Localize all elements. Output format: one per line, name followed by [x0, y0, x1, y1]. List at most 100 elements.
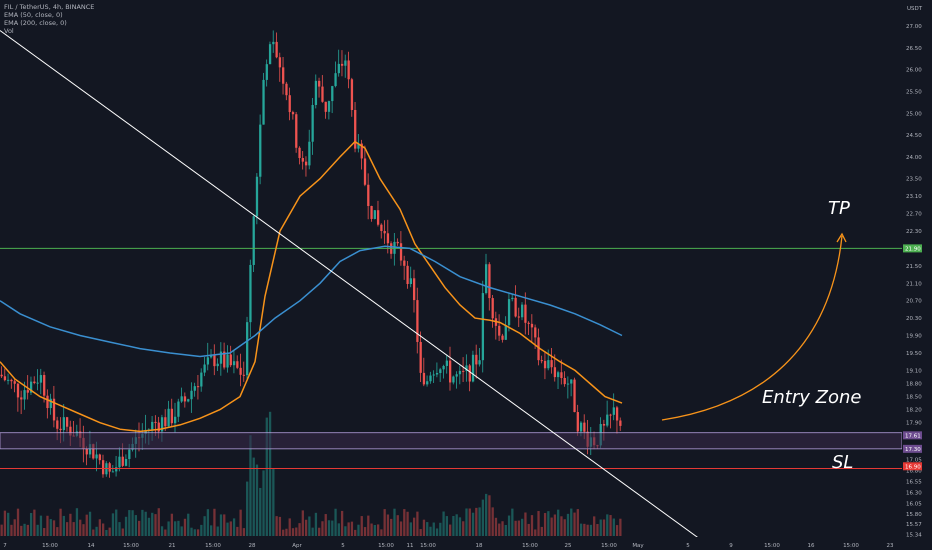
volume-bar: [167, 521, 170, 536]
candle-body: [419, 341, 422, 373]
volume-bar: [92, 529, 95, 536]
volume-bar: [301, 510, 304, 536]
volume-bar: [36, 524, 39, 536]
candle-body: [0, 374, 3, 377]
price-tick-label: 18.50: [906, 395, 922, 401]
candle-body: [115, 467, 118, 472]
ema50-line: [0, 140, 623, 433]
volume-bar: [563, 519, 566, 536]
candle-body: [164, 417, 167, 427]
volume-bar: [527, 523, 530, 536]
volume-bar: [190, 527, 193, 536]
volume-bar: [550, 517, 553, 536]
candle-body: [26, 390, 29, 393]
volume-bar: [79, 519, 82, 536]
candle-body: [98, 454, 102, 461]
time-tick-label: 15:00: [420, 543, 436, 549]
volume-bar: [69, 513, 72, 536]
volume-bar: [295, 527, 298, 536]
volume-bar: [223, 514, 226, 536]
time-tick-label: 15:00: [601, 543, 617, 549]
volume-bar: [75, 508, 79, 536]
volume-bar: [101, 523, 105, 536]
volume-bar: [403, 509, 406, 536]
volume-bar: [399, 521, 403, 536]
volume-bar: [13, 519, 16, 536]
volume-bar: [242, 528, 246, 536]
volume-bar: [426, 522, 429, 536]
volume-bar: [547, 511, 550, 536]
candle-body: [475, 354, 478, 365]
volume-bar: [576, 509, 579, 536]
candle-body: [265, 64, 268, 80]
volume-bar: [435, 528, 439, 536]
candle-body: [3, 376, 7, 381]
volume-bar: [442, 511, 445, 536]
volume-bar: [586, 524, 589, 536]
candle-body: [259, 124, 262, 177]
candle-body: [416, 300, 419, 342]
candle-body: [547, 360, 550, 369]
price-tick-label: 16.80: [906, 469, 922, 475]
candle-body: [170, 408, 174, 424]
volume-bar: [504, 524, 507, 536]
candle-body: [46, 395, 49, 409]
volume-bar: [308, 516, 311, 536]
time-tick-label: Apr: [292, 543, 302, 549]
volume-bar: [619, 518, 622, 536]
volume-bar: [488, 495, 491, 536]
volume-bar: [298, 523, 301, 536]
price-tag-text: 17.30: [905, 447, 921, 453]
price-tick-label: 22.70: [906, 212, 922, 218]
candle-body: [527, 322, 530, 324]
volume-bar: [540, 526, 543, 536]
volume-bar: [422, 519, 426, 536]
volume-bar: [370, 523, 373, 536]
candle-body: [347, 60, 350, 80]
volume-bar: [187, 513, 190, 536]
price-tag-tp: [903, 244, 922, 253]
volume-bar: [596, 524, 599, 536]
price-tick-label: 20.70: [906, 299, 922, 305]
candle-body: [308, 141, 311, 166]
volume-bar: [255, 464, 259, 536]
time-tick-label: 7: [3, 543, 7, 549]
candle-body: [426, 381, 429, 385]
price-tick-label: 18.80: [906, 381, 922, 387]
volume-bar: [239, 509, 242, 536]
volume-bar: [511, 508, 514, 536]
volume-bar: [49, 519, 52, 536]
sl-annotation: SL: [832, 452, 853, 473]
volume-bar: [285, 528, 288, 536]
volume-bar: [521, 518, 524, 536]
candle-body: [255, 176, 259, 217]
candle-body: [334, 73, 337, 87]
time-tick-label: 15:00: [522, 543, 538, 549]
price-tick-label: 18.20: [906, 408, 922, 414]
volume-bar: [174, 521, 177, 536]
candle-body: [193, 386, 196, 391]
candle-body: [354, 109, 357, 149]
entry-annotation: Entry Zone: [762, 387, 861, 408]
time-tick-label: 25: [565, 543, 572, 549]
arrow-head-icon: [836, 232, 847, 243]
volume-bar: [157, 508, 160, 536]
volume-bar: [475, 507, 478, 536]
volume-bar: [278, 516, 282, 536]
volume-bar: [232, 518, 236, 536]
candle-body: [471, 354, 475, 382]
time-axis: [0, 537, 902, 550]
volume-bar: [393, 508, 396, 536]
volume-bar: [560, 516, 563, 536]
projection-arrow: [661, 235, 843, 421]
volume-bar: [291, 528, 295, 536]
candle-body: [412, 278, 416, 301]
candle-body: [363, 158, 367, 185]
volume-bar: [416, 511, 419, 536]
candle-body: [403, 260, 406, 266]
volume-bar: [52, 520, 56, 536]
time-tick-label: 18: [476, 543, 483, 549]
volume-bar: [471, 512, 475, 536]
price-tag-sl: [903, 462, 922, 471]
